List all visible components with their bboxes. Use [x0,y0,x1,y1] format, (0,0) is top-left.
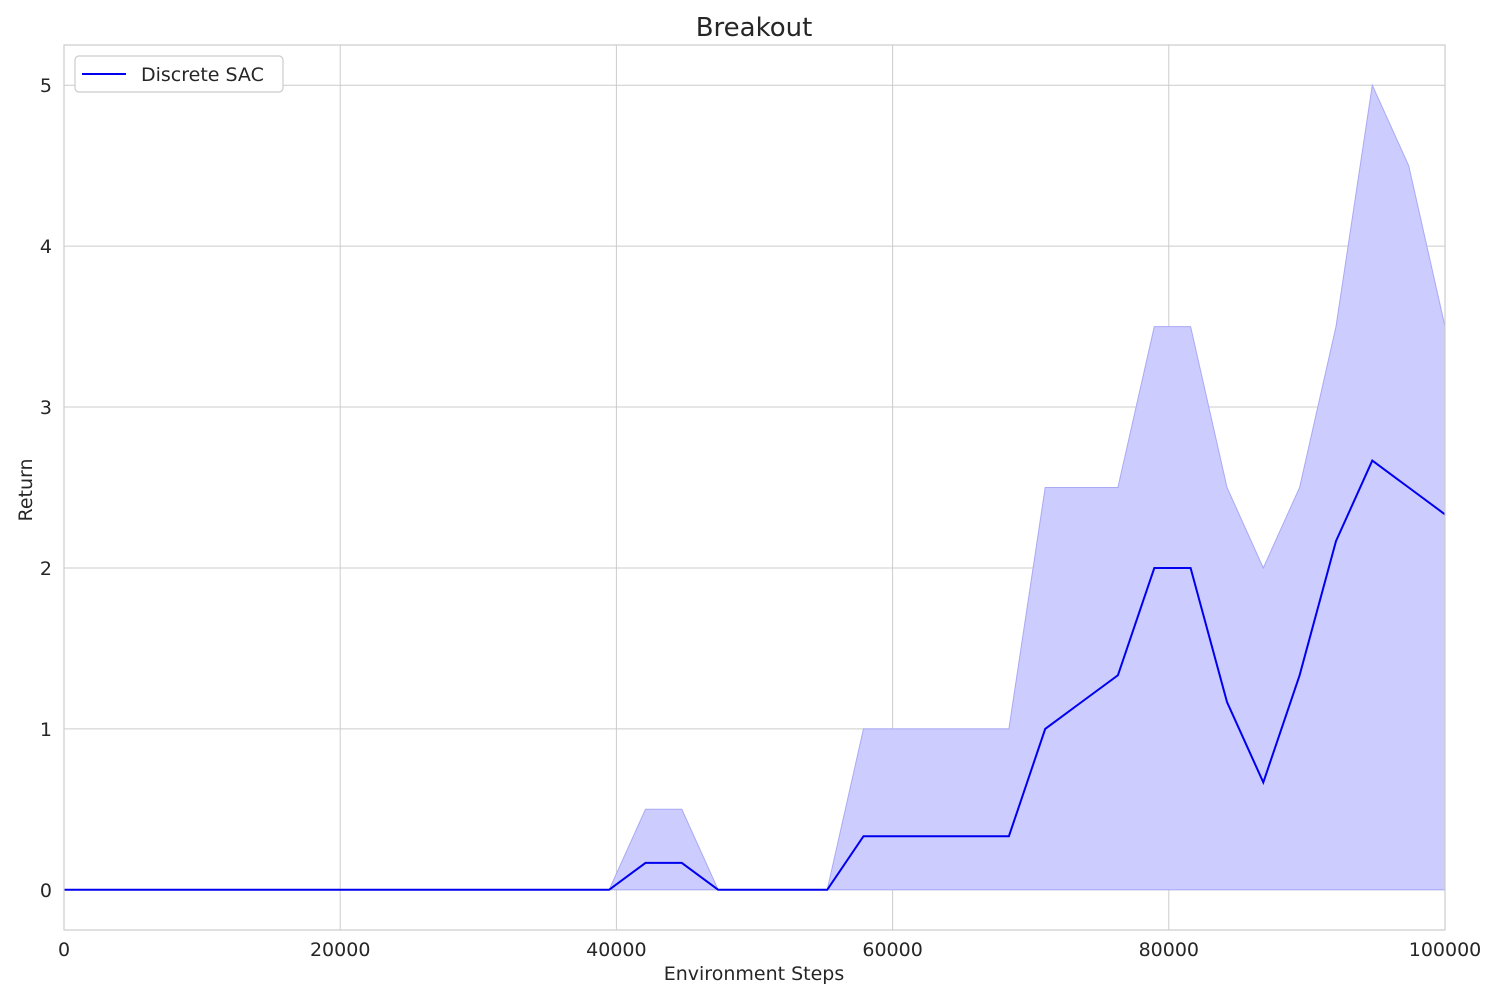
legend-entry: Discrete SAC [141,64,264,86]
legend-box [74,55,284,93]
x-tick-label: 60000 [862,939,922,961]
x-tick-label: 0 [58,939,70,961]
y-tick-label: 0 [40,880,52,902]
x-tick-labels: 0 20000 40000 60000 80000 100000 [58,939,1481,961]
y-tick-label: 3 [40,397,52,419]
y-tick-label: 1 [40,719,52,741]
x-tick-label: 40000 [586,939,646,961]
y-axis-label: Return [15,458,37,521]
y-tick-labels: 0 1 2 3 4 5 [40,75,52,902]
x-tick-label: 100000 [1409,939,1482,961]
chart-title: Breakout [696,13,813,43]
y-tick-label: 4 [40,236,52,258]
legend: Discrete SAC [74,55,284,93]
series-line [64,459,1446,891]
y-tick-label: 2 [40,558,52,580]
x-tick-label: 80000 [1139,939,1199,961]
x-tick-label: 20000 [310,939,370,961]
x-axis-label: Environment Steps [664,963,845,985]
y-tick-label: 5 [40,75,52,97]
plot-frame [63,44,1446,931]
